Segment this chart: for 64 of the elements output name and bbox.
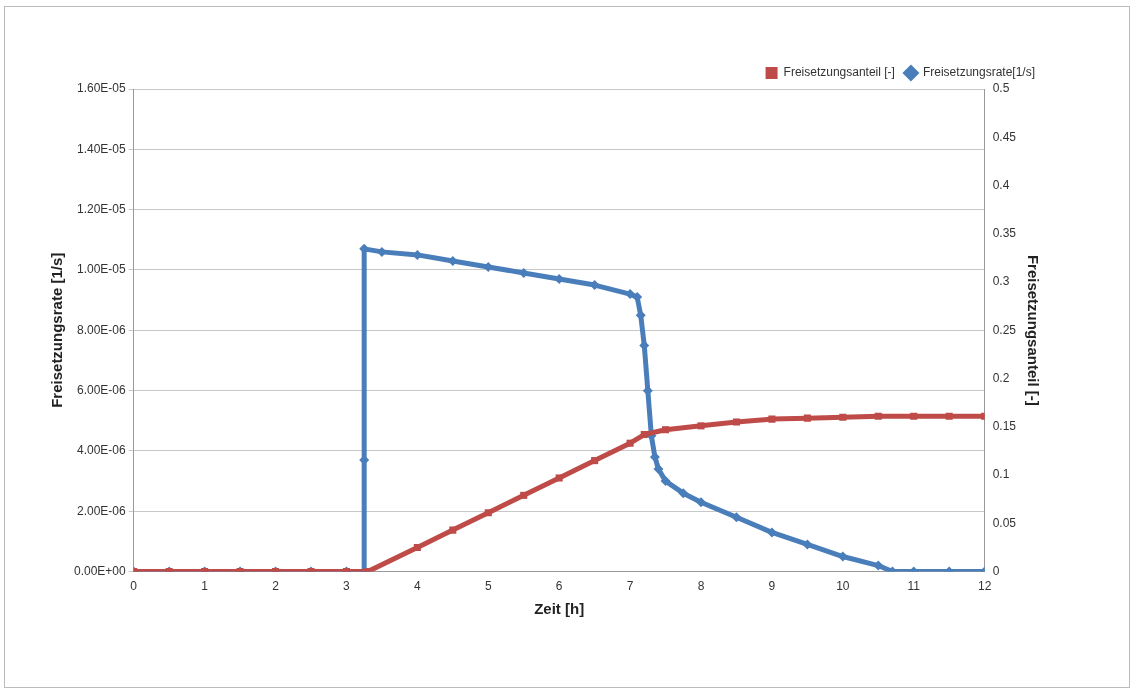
y-axis-title: Freisetzungsrate [1/s] xyxy=(48,252,66,408)
x-tick-label: 0 xyxy=(130,579,138,594)
y-tick-label: 1.20E-05 xyxy=(77,201,127,216)
x-tick-label: 9 xyxy=(768,579,776,594)
point xyxy=(731,512,742,523)
y2-tick-label: 0.05 xyxy=(992,515,1017,530)
point xyxy=(660,476,671,487)
point xyxy=(678,488,689,499)
point xyxy=(696,497,706,508)
x-tick-label: 12 xyxy=(977,579,992,594)
point xyxy=(520,491,528,499)
point xyxy=(653,464,664,475)
point xyxy=(768,415,776,423)
y-tick-label: 1.40E-05 xyxy=(77,141,127,156)
y-tick-label: 1.60E-05 xyxy=(77,81,127,96)
y2-tick-label: 0.1 xyxy=(992,467,1010,482)
point xyxy=(591,457,599,465)
point xyxy=(837,551,848,562)
y-tick-label: 1.00E-05 xyxy=(77,262,127,277)
y-tick-label: 6.00E-06 xyxy=(77,382,127,397)
y-tick-label: 4.00E-06 xyxy=(77,443,127,458)
y2-tick-label: 0.35 xyxy=(992,226,1017,241)
y2-axis-title: Freisetzungsanteil [-] xyxy=(1024,254,1042,406)
legend-label: Freisetzungsrate[1/s] xyxy=(922,65,1036,80)
point xyxy=(910,412,918,420)
y2-tick-label: 0.25 xyxy=(992,322,1017,337)
point xyxy=(484,509,492,517)
y2-tick-label: 0.5 xyxy=(992,81,1010,96)
y2-tick-label: 0.4 xyxy=(992,177,1010,192)
y-tick-label: 8.00E-06 xyxy=(77,322,127,337)
x-tick-label: 11 xyxy=(907,579,921,594)
point xyxy=(662,426,670,434)
x-tick-label: 3 xyxy=(343,579,351,594)
x-tick-label: 10 xyxy=(836,579,850,594)
y2-tick-label: 0.2 xyxy=(992,370,1010,385)
y2-tick-label: 0.15 xyxy=(992,419,1017,434)
point xyxy=(945,412,953,420)
x-tick-label: 1 xyxy=(201,579,209,594)
point xyxy=(625,289,636,300)
point xyxy=(697,422,705,430)
y2-tick-label: 0.45 xyxy=(992,129,1017,144)
x-tick-label: 5 xyxy=(484,579,492,594)
x-axis-title: Zeit [h] xyxy=(534,600,585,618)
point xyxy=(626,439,634,447)
y-tick-label: 0.00E+00 xyxy=(74,563,127,578)
x-tick-label: 8 xyxy=(697,579,705,594)
point xyxy=(766,527,777,538)
x-tick-label: 6 xyxy=(555,579,563,594)
y2-tick-label: 0 xyxy=(992,563,1000,578)
point xyxy=(413,543,421,552)
x-tick-label: 2 xyxy=(272,579,280,594)
legend-label: Freisetzungsanteil [-] xyxy=(783,65,895,80)
point xyxy=(839,413,847,421)
point xyxy=(640,431,648,439)
y-tick-label: 2.00E-06 xyxy=(77,503,127,518)
x-tick-label: 7 xyxy=(626,579,634,594)
point xyxy=(802,539,813,550)
y2-tick-label: 0.3 xyxy=(992,274,1010,289)
point xyxy=(803,414,811,422)
point xyxy=(449,526,457,534)
point xyxy=(732,418,740,426)
point xyxy=(874,412,882,420)
point xyxy=(555,474,563,482)
x-tick-label: 4 xyxy=(414,579,422,594)
